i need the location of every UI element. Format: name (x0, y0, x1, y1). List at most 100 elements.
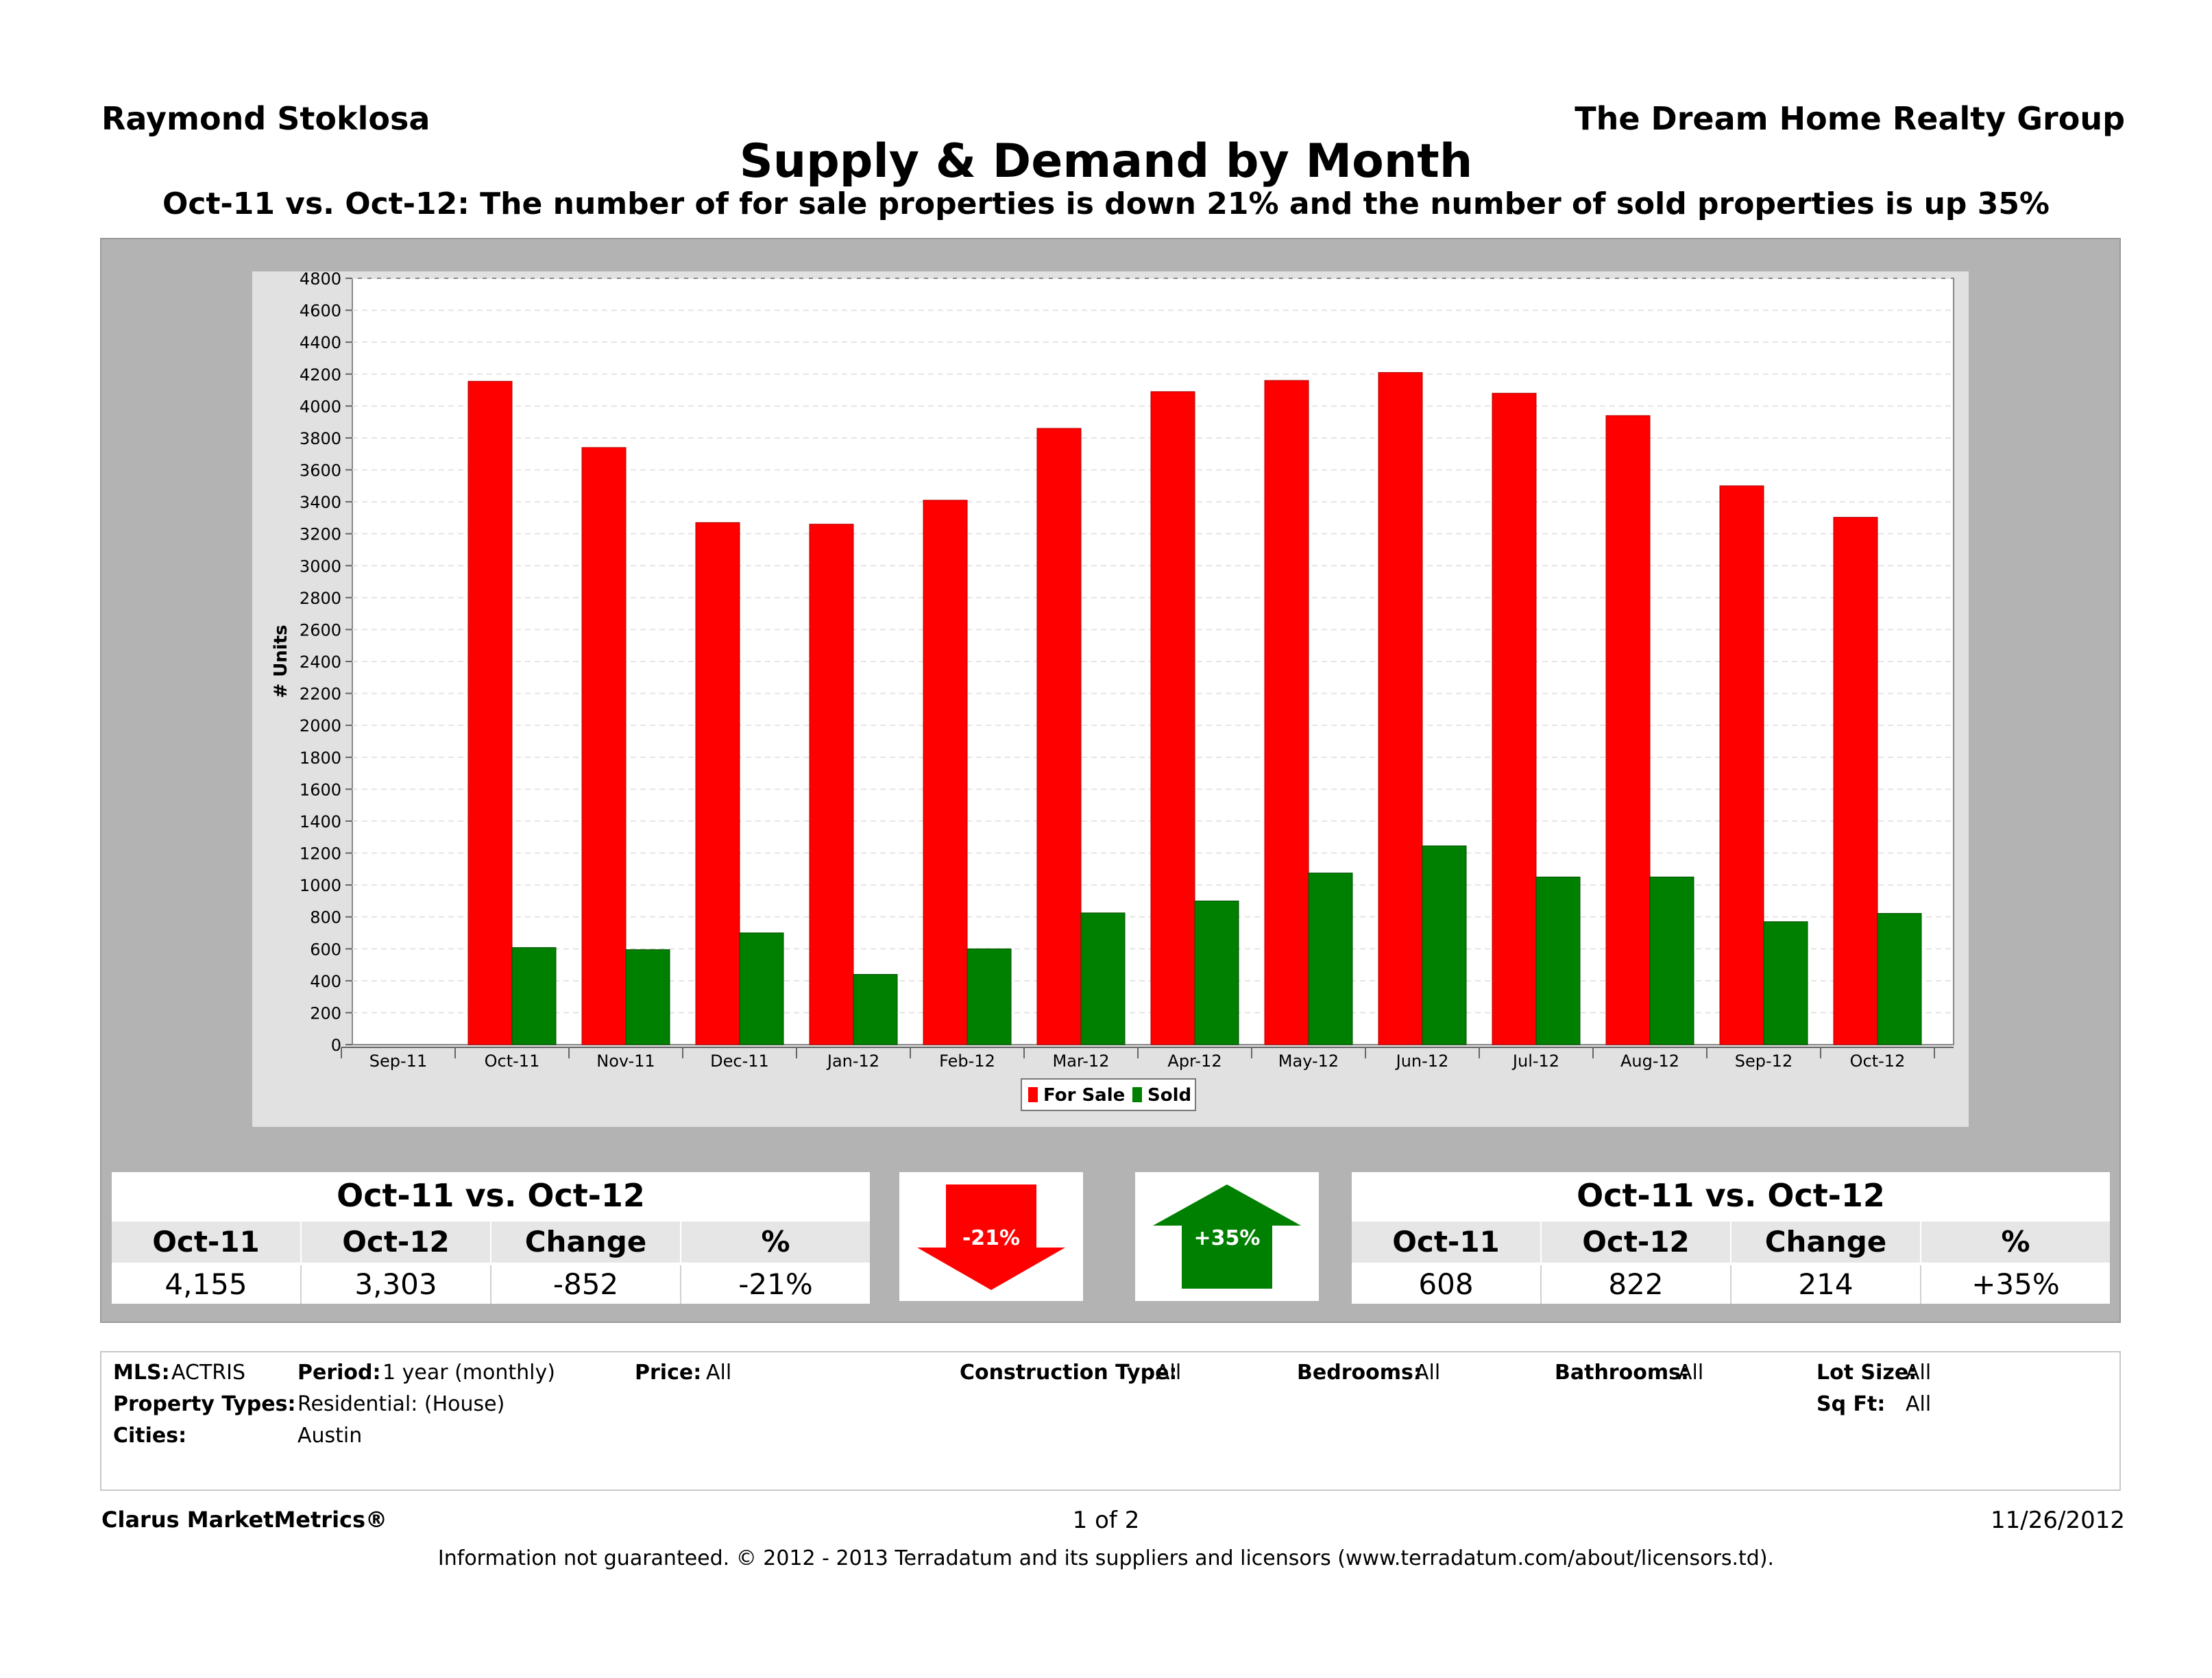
page-number: 1 of 2 (1072, 1507, 1140, 1534)
y-tick-label: 4400 (300, 333, 341, 352)
bar-sold (1080, 912, 1126, 1045)
table-cell: -852 (491, 1265, 681, 1304)
bar-for-sale (809, 524, 854, 1045)
bar-for-sale (1036, 428, 1082, 1045)
mls-value: ACTRIS (171, 1361, 246, 1385)
property-types-value: Residential: (House) (297, 1392, 505, 1416)
y-tick-label: 2600 (300, 620, 341, 640)
bar-for-sale (467, 380, 513, 1045)
column-header: Oct-11 (112, 1221, 302, 1263)
y-tick-label: 2200 (300, 685, 341, 704)
x-tick-label: Jun-12 (1395, 1051, 1449, 1071)
cities-label: Cities: (113, 1424, 187, 1448)
bar-sold (625, 949, 670, 1045)
x-tick-label: Jul-12 (1511, 1051, 1559, 1071)
company-name: The Dream Home Realty Group (1575, 100, 2125, 137)
column-header: % (761, 1225, 790, 1258)
sold-summary-table: Oct-11 vs. Oct-12 Oct-11 Oct-12 Change %… (1352, 1172, 2110, 1304)
y-tick-label: 1000 (300, 876, 341, 895)
for-sale-change-indicator: -21% (899, 1172, 1083, 1301)
bar-sold (1194, 900, 1239, 1045)
bar-for-sale (1264, 380, 1309, 1045)
bar-sold (739, 932, 784, 1045)
y-axis-label: # Units (271, 624, 291, 698)
legend-swatch-for-sale (1028, 1087, 1038, 1102)
bar-for-sale (1150, 391, 1195, 1045)
x-tick-label: Aug-12 (1620, 1051, 1679, 1071)
x-tick-label: Sep-11 (369, 1051, 427, 1071)
for-sale-summary-table: Oct-11 vs. Oct-12 Oct-11 Oct-12 Change %… (112, 1172, 870, 1304)
bar-for-sale (1719, 485, 1764, 1045)
x-tick-label: Mar-12 (1053, 1051, 1110, 1071)
table-cell: 4,155 (112, 1265, 302, 1304)
table-header: Oct-11 vs. Oct-12 (1577, 1177, 1885, 1214)
x-tick-label: Jan-12 (826, 1051, 879, 1071)
legend-label-sold: Sold (1147, 1085, 1191, 1106)
x-tick-label: Oct-11 (485, 1051, 540, 1071)
table-row: 4,155 3,303 -852 -21% (112, 1265, 870, 1304)
search-criteria: MLS: ACTRIS Period: 1 year (monthly) Pri… (100, 1351, 2121, 1491)
bar-for-sale (923, 500, 968, 1045)
report-title: Supply & Demand by Month (739, 134, 1473, 189)
construction-type-label: Construction Type: (960, 1361, 1178, 1385)
up-arrow-label: +35% (1194, 1226, 1261, 1250)
bar-sold (1422, 845, 1467, 1045)
y-tick-label: 800 (310, 908, 341, 927)
legend-label-for-sale: For Sale (1043, 1085, 1125, 1106)
bar-sold (1877, 913, 1922, 1045)
report-date: 11/26/2012 (1991, 1507, 2125, 1534)
y-tick-label: 2000 (300, 716, 341, 735)
bar-for-sale (581, 447, 627, 1045)
up-arrow-icon (1153, 1184, 1301, 1289)
chart-panel: 0 200 400 600 800 1000 1200 1400 1600 1800 2000 220… (252, 271, 1969, 1127)
table-cell: 822 (1542, 1265, 1731, 1304)
column-header: Change (1731, 1221, 1921, 1263)
bar-sold (1763, 921, 1808, 1045)
table-cell: -21% (738, 1267, 813, 1301)
lot-size-value: All (1906, 1361, 1932, 1385)
y-tick-label: 4200 (300, 365, 341, 385)
bar-sold (1308, 873, 1353, 1045)
y-tick-label: 4800 (300, 271, 341, 289)
bathrooms-value: All (1678, 1361, 1704, 1385)
y-tick-label: 1200 (300, 844, 341, 864)
bar-sold (967, 948, 1012, 1045)
bar-for-sale (1378, 372, 1423, 1045)
brand-name: Clarus MarketMetrics® (101, 1507, 388, 1533)
y-tick-label: 3200 (300, 525, 341, 544)
y-tick-label: 1800 (300, 749, 341, 768)
bedrooms-label: Bedrooms: (1297, 1361, 1422, 1385)
y-tick-label: 2800 (300, 589, 341, 608)
x-tick-label: Feb-12 (939, 1051, 995, 1071)
column-header: Oct-11 (1352, 1221, 1542, 1263)
y-tick-label: 3000 (300, 557, 341, 576)
y-tick-label: 0 (331, 1036, 341, 1055)
y-tick-label: 3800 (300, 429, 341, 448)
y-tick-label: 1600 (300, 780, 341, 799)
legend-swatch-sold (1132, 1087, 1142, 1102)
period-value: 1 year (monthly) (382, 1361, 555, 1385)
y-tick-label: 3400 (300, 493, 341, 512)
agent-name: Raymond Stoklosa (101, 100, 430, 137)
property-types-label: Property Types: (113, 1392, 296, 1416)
table-header: Oct-11 vs. Oct-12 (337, 1177, 645, 1214)
x-tick-label: May-12 (1278, 1051, 1339, 1071)
y-tick-label: 200 (310, 1004, 341, 1023)
bar-for-sale (1833, 517, 1878, 1045)
table-column-headers: Oct-11 Oct-12 Change % (112, 1221, 870, 1263)
bar-for-sale (695, 522, 740, 1045)
bar-sold (1535, 876, 1581, 1045)
price-label: Price: (635, 1361, 702, 1385)
supply-demand-chart: 0 200 400 600 800 1000 1200 1400 1600 1800 2000 220… (271, 271, 1954, 1111)
bar-sold (853, 974, 898, 1045)
bar-for-sale (1492, 393, 1537, 1045)
table-cell: 608 (1352, 1265, 1542, 1304)
bedrooms-value: All (1415, 1361, 1441, 1385)
mls-label: MLS: (113, 1361, 170, 1385)
price-value: All (706, 1361, 732, 1385)
sold-change-indicator: +35% (1135, 1172, 1319, 1301)
column-header: Oct-12 (302, 1221, 491, 1263)
table-cell: 214 (1731, 1265, 1921, 1304)
table-column-headers: Oct-11 Oct-12 Change % (1352, 1221, 2110, 1263)
column-header: Oct-12 (1542, 1221, 1731, 1263)
